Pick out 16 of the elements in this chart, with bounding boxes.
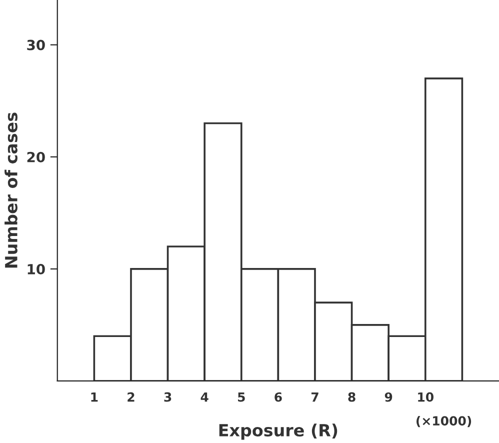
y-axis-title: Number of cases [4,112,18,268]
x-tick-label: 4 [200,392,208,402]
x-tick-label: 5 [238,392,245,402]
x-tick-label: 10 [418,392,434,402]
x-tick-label: 2 [128,392,134,402]
x-tick-label: 3 [164,392,172,402]
y-tick-label: 10 [28,264,45,274]
y-tick-label: 20 [27,152,45,162]
x-tick-label: 8 [348,392,356,402]
x-tick-label: 9 [384,392,392,402]
x-axis-title: Exposure (R) [219,424,338,440]
text: (×1000) [416,416,472,428]
y-tick-label: 30 [27,40,45,50]
x-tick-label: 6 [274,392,282,402]
x-tick-label: 1 [91,392,98,402]
x-tick-label: 7 [311,392,318,402]
